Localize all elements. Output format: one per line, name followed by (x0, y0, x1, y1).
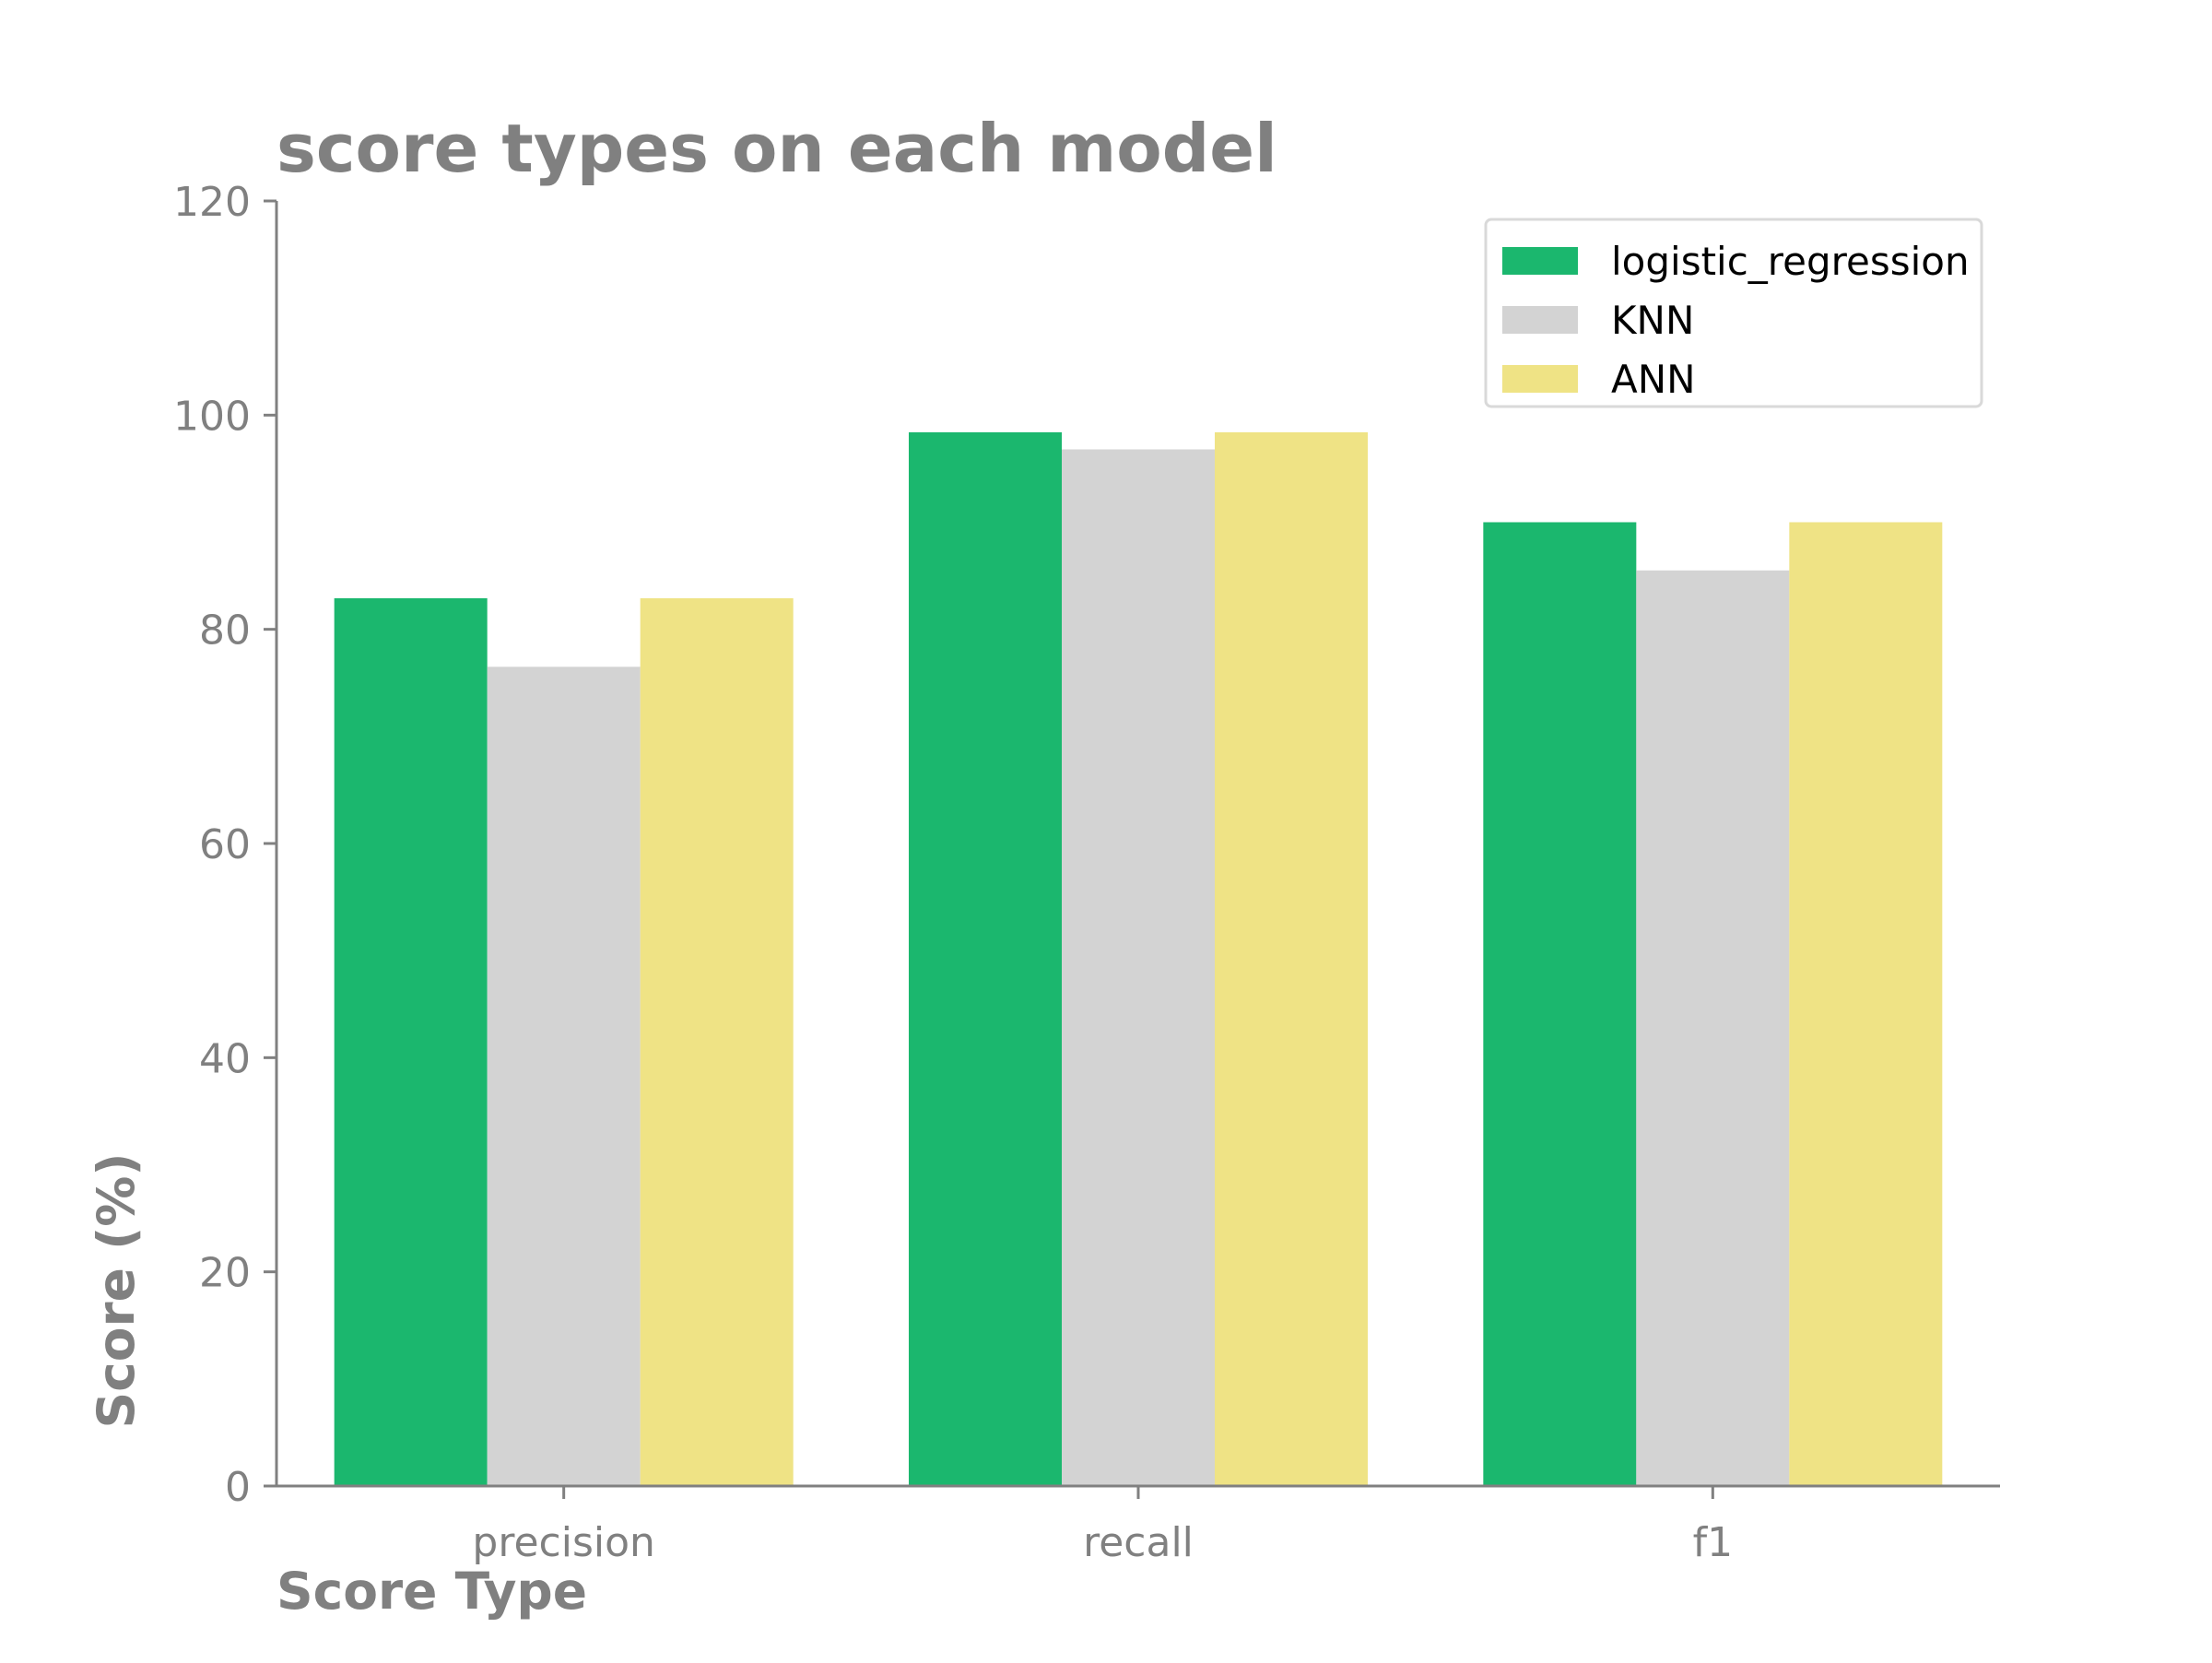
legend-box (1484, 218, 1983, 408)
y-tick-label: 120 (173, 179, 251, 226)
x-tick-label: f1 (1693, 1519, 1733, 1566)
y-axis-label: Score (%) (87, 1153, 146, 1429)
axes-group: 0 20 40 60 80 100 120 precision recall f1 (173, 179, 2000, 1566)
bar-knn-recall (1062, 449, 1215, 1487)
chart-title: score types on each model (276, 110, 1277, 187)
bar-knn-f1 (1636, 570, 1790, 1486)
bar-logistic-regression-f1 (1483, 522, 1637, 1486)
legend-swatch (1502, 306, 1578, 334)
bar-ann-recall (1215, 431, 1368, 1486)
bar-ann-f1 (1789, 522, 1943, 1486)
bar-ann-precision (640, 597, 794, 1486)
y-tick-label: 100 (173, 393, 251, 440)
y-tick-label: 40 (199, 1035, 251, 1082)
legend-swatch (1502, 365, 1578, 393)
bar-logistic-regression-recall (909, 431, 1062, 1486)
legend-label: KNN (1611, 298, 1694, 343)
y-tick-label: 20 (199, 1250, 251, 1297)
y-tick-label: 60 (199, 821, 251, 868)
x-tick-label: precision (472, 1519, 655, 1566)
y-tick-label: 0 (225, 1464, 251, 1511)
legend-label: ANN (1611, 357, 1696, 402)
legend-label: logistic_regression (1611, 239, 1970, 284)
x-tick-label: recall (1083, 1519, 1194, 1566)
bars-group (334, 431, 1943, 1487)
legend: logistic_regression KNN ANN (1484, 218, 1983, 408)
y-tick-label: 80 (199, 607, 251, 655)
bar-logistic-regression-precision (334, 597, 488, 1486)
bar-knn-precision (487, 666, 641, 1486)
x-axis-label: Score Type (276, 1562, 587, 1621)
legend-swatch (1502, 247, 1578, 275)
